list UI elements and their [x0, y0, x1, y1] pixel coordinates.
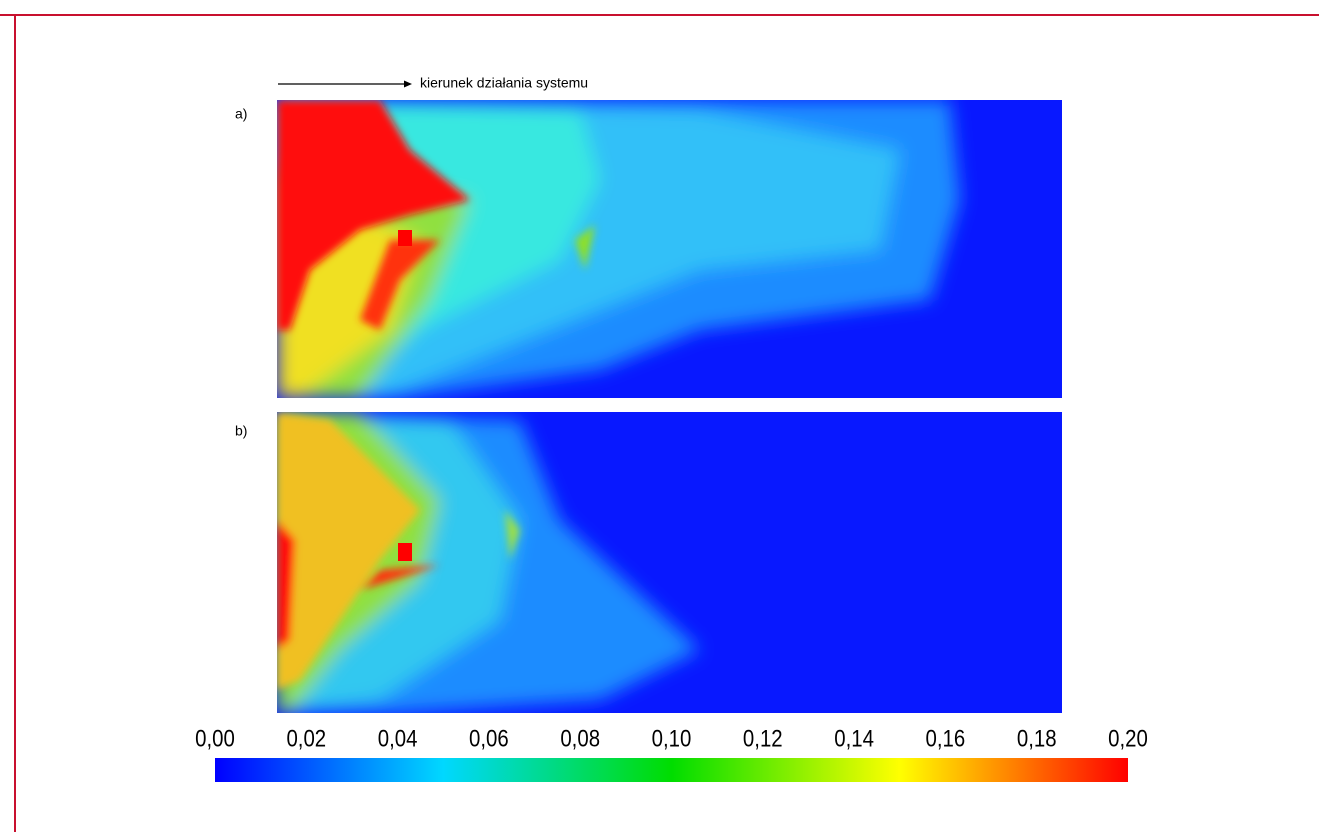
colorbar	[215, 758, 1128, 782]
colorbar-tick-label: 0,20	[1108, 725, 1148, 752]
colorbar-tick-label: 0,14	[834, 725, 874, 752]
colorbar-tick-label: 0,10	[652, 725, 692, 752]
contour-panel-b	[277, 412, 1062, 713]
panel-label: a)	[235, 106, 247, 122]
colorbar-tick-label: 0,04	[378, 725, 418, 752]
colorbar-tick-label: 0,08	[560, 725, 600, 752]
colorbar-tick-label: 0,12	[743, 725, 783, 752]
arrow-head	[404, 80, 412, 88]
colorbar-tick-label: 0,02	[286, 725, 326, 752]
colorbar-tick-label: 0,00	[195, 725, 235, 752]
arrow-label: kierunek działania systemu	[420, 75, 588, 91]
panel-label: b)	[235, 423, 247, 439]
colorbar-tick-label: 0,18	[1017, 725, 1057, 752]
contour-panel-a	[277, 100, 1062, 398]
colorbar-tick-label: 0,16	[926, 725, 966, 752]
colorbar-tick-label: 0,06	[469, 725, 509, 752]
